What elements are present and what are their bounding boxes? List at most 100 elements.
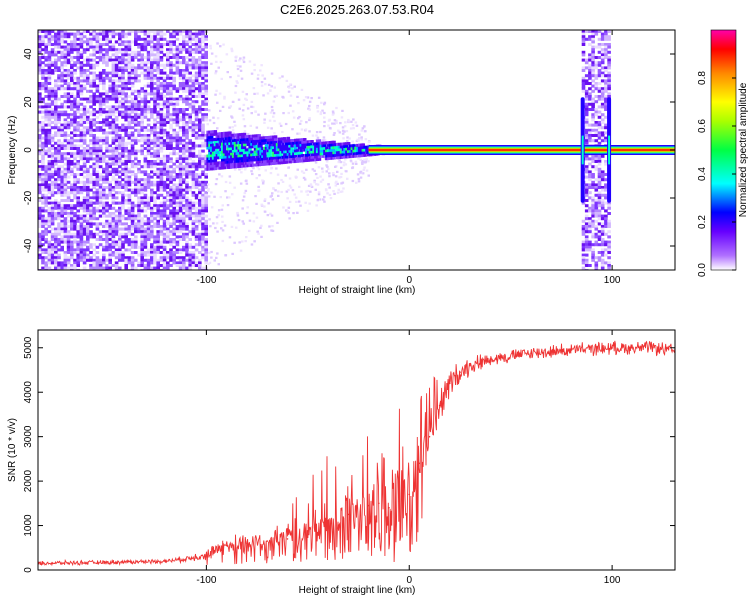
noise-cell (140, 178, 144, 182)
noise-cell (140, 108, 144, 111)
noise-cell (150, 147, 154, 150)
carrier-cell (235, 138, 239, 142)
noise-cell (188, 170, 192, 174)
noise-cell (79, 89, 84, 93)
noise-cell (198, 243, 202, 247)
noise-cell (118, 191, 122, 195)
noise-cell (604, 37, 608, 41)
noise-cell (60, 160, 64, 163)
noise-cell (194, 154, 199, 158)
noise-cell (57, 191, 61, 195)
noise-cell (600, 206, 605, 210)
noise-cell (597, 56, 602, 59)
noise-cell (44, 84, 48, 88)
noise-cell (137, 227, 141, 231)
noise-cell (76, 196, 80, 200)
noise-cell (105, 214, 109, 218)
noise-cell (66, 258, 71, 262)
noise-cell (118, 160, 122, 163)
noise-cell (172, 209, 176, 213)
noise-cell (57, 87, 61, 91)
carrier-cell (211, 159, 216, 163)
noise-cell (66, 50, 71, 54)
faint-cell (217, 263, 220, 266)
noise-cell (169, 264, 173, 267)
noise-cell (50, 97, 55, 101)
noise-cell (182, 147, 186, 150)
noise-cell (185, 204, 189, 208)
noise-cell (194, 76, 199, 80)
faint-cell (245, 182, 249, 185)
noise-cell (159, 128, 164, 132)
noise-cell (79, 157, 84, 161)
noise-cell (600, 193, 605, 197)
noise-cell (54, 266, 58, 270)
noise-cell (591, 235, 595, 239)
noise-cell (140, 147, 144, 150)
noise-cell (54, 152, 58, 156)
faint-cell (231, 129, 235, 132)
noise-cell (108, 95, 112, 98)
noise-cell (60, 230, 64, 234)
noise-cell (105, 37, 109, 41)
carrier-cell (210, 156, 214, 160)
noise-cell (137, 79, 141, 83)
faint-cell (357, 139, 360, 142)
noise-cell (175, 188, 180, 192)
noise-cell (594, 188, 599, 192)
noise-cell (143, 154, 148, 158)
noise-cell (54, 147, 58, 150)
noise-cell (76, 180, 80, 184)
noise-cell (201, 63, 205, 67)
noise-cell (175, 61, 180, 65)
faint-cell (212, 222, 215, 225)
noise-cell (178, 264, 183, 267)
noise-cell (79, 66, 84, 70)
noise-cell (600, 56, 605, 59)
noise-cell (98, 196, 103, 200)
faint-cell (317, 193, 321, 196)
noise-cell (153, 245, 157, 249)
noise-cell (198, 71, 202, 75)
noise-cell (79, 154, 84, 158)
noise-cell (175, 69, 180, 72)
noise-cell (146, 183, 151, 187)
noise-cell (121, 76, 125, 80)
noise-cell (204, 76, 208, 80)
noise-cell (172, 253, 176, 257)
noise-cell (140, 152, 144, 156)
noise-cell (105, 139, 109, 143)
noise-cell (111, 53, 116, 57)
noise-cell (92, 266, 96, 270)
noise-cell (185, 147, 189, 150)
noise-cell (140, 261, 144, 265)
noise-cell (143, 128, 148, 132)
noise-cell (82, 152, 87, 156)
faint-cell (281, 130, 284, 134)
noise-cell (47, 102, 52, 106)
noise-cell (588, 209, 592, 213)
noise-cell (198, 201, 202, 205)
carrier-cell (215, 161, 219, 165)
noise-cell (153, 251, 157, 254)
noise-cell (57, 183, 61, 187)
noise-cell (140, 209, 144, 213)
noise-cell (108, 248, 112, 252)
noise-cell (70, 56, 74, 59)
noise-cell (50, 144, 55, 148)
noise-cell (50, 136, 55, 140)
carrier-cell (213, 161, 218, 165)
noise-cell (159, 32, 164, 36)
noise-cell (70, 183, 74, 187)
noise-cell (92, 157, 96, 161)
noise-cell (127, 82, 132, 85)
noise-cell (156, 235, 160, 239)
noise-cell (591, 66, 595, 70)
noise-cell (118, 110, 122, 114)
noise-cell (102, 256, 106, 260)
carrier-cell (228, 131, 232, 135)
noise-cell (188, 141, 192, 145)
noise-cell (175, 157, 180, 161)
noise-cell (594, 128, 599, 132)
noise-cell (143, 76, 148, 80)
